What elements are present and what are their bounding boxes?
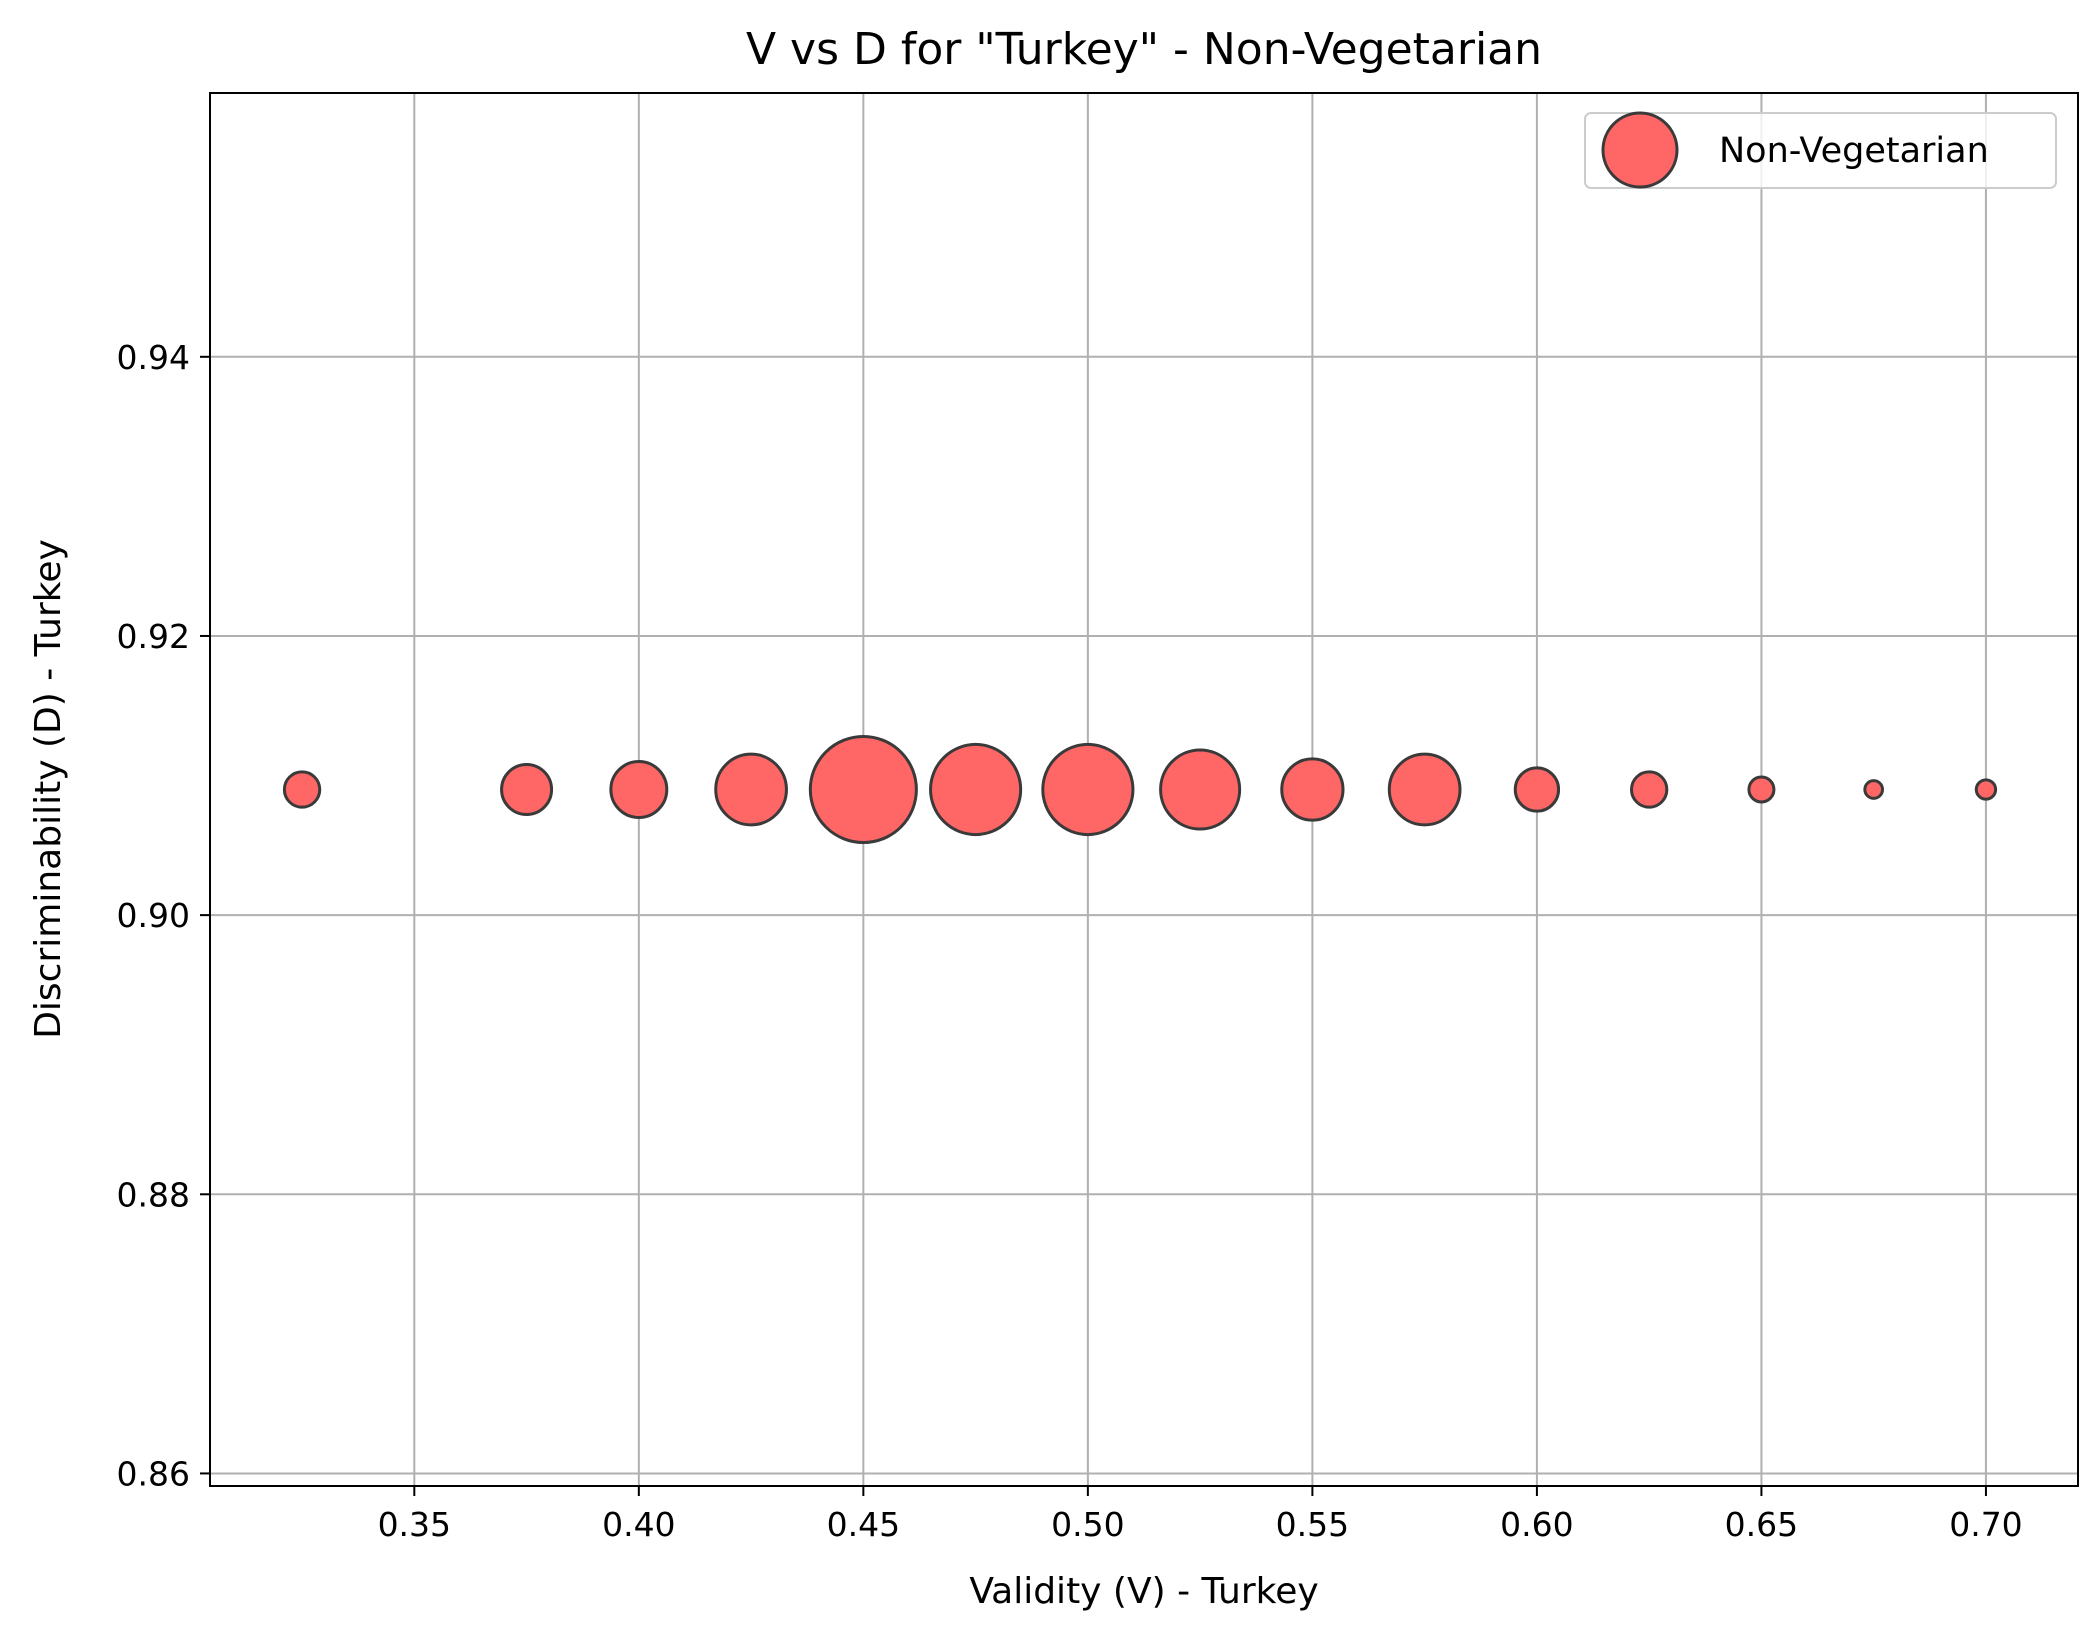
plot-area-frame <box>209 92 2079 1487</box>
x-tick-label: 0.45 <box>827 1505 900 1544</box>
data-point <box>282 770 322 809</box>
data-point <box>609 760 669 819</box>
data-point <box>929 742 1023 837</box>
y-axis-ticks: 0.86 0.88 0.90 0.92 0.94 <box>117 338 210 1493</box>
x-tick-label: 0.65 <box>1725 1505 1798 1544</box>
x-tick-label: 0.55 <box>1276 1505 1349 1544</box>
y-tick-label: 0.90 <box>117 896 190 935</box>
data-point <box>1974 778 1998 801</box>
data-point <box>1280 757 1345 822</box>
data-point <box>1863 779 1885 800</box>
y-tick-label: 0.86 <box>117 1454 190 1493</box>
data-point <box>808 734 918 845</box>
x-tick-label: 0.50 <box>1051 1505 1124 1544</box>
data-points <box>282 734 1998 845</box>
data-point <box>500 763 554 816</box>
y-axis-label: Discriminability (D) - Turkey <box>28 539 69 1039</box>
y-tick-label: 0.92 <box>117 617 190 656</box>
legend-box <box>1584 112 2057 189</box>
x-axis-ticks: 0.35 0.40 0.45 0.50 0.55 0.60 0.65 0.70 <box>378 1486 2023 1544</box>
chart-title: V vs D for "Turkey" - Non-Vegetarian <box>746 24 1542 75</box>
x-axis-label: Validity (V) - Turkey <box>969 1571 1318 1612</box>
y-tick-label: 0.94 <box>117 338 190 377</box>
x-tick-label: 0.35 <box>378 1505 451 1544</box>
data-point <box>714 752 788 827</box>
legend-label: Non-Vegetarian <box>1719 131 1989 171</box>
data-point <box>1387 752 1462 827</box>
x-tick-label: 0.40 <box>602 1505 675 1544</box>
legend: Non-Vegetarian <box>1584 111 2057 189</box>
legend-marker <box>1601 111 1679 189</box>
data-point <box>1513 766 1561 813</box>
data-point <box>1159 748 1242 831</box>
y-tick-label: 0.88 <box>117 1175 190 1214</box>
data-point <box>1747 775 1776 804</box>
data-point <box>1629 770 1669 809</box>
data-point <box>1041 742 1135 837</box>
x-tick-label: 0.60 <box>1500 1505 1573 1544</box>
x-tick-label: 0.70 <box>1949 1505 2022 1544</box>
